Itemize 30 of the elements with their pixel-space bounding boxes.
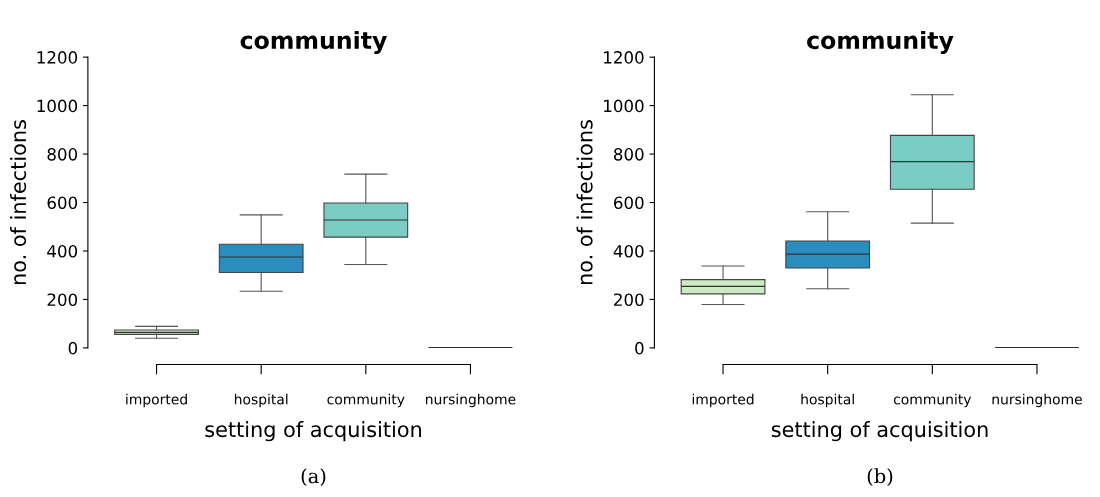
y-tick-label: 200 (47, 293, 78, 307)
y-tick-label: 1200 (604, 51, 644, 64)
x-tick-label: imported (126, 393, 187, 408)
x-tick-label: nursinghome (426, 393, 516, 408)
x-axis-title: setting of acquisition (205, 421, 421, 442)
y-axis-title: no. of infections (10, 120, 27, 285)
y-tick-label: 800 (613, 148, 644, 161)
chart-title: community (240, 30, 387, 54)
x-tick-label: community (327, 393, 405, 408)
x-tick-label: community (893, 393, 972, 408)
x-tick-label: imported (692, 393, 754, 408)
y-tick-label: 1000 (604, 99, 644, 113)
x-tick-label: hospital (801, 393, 854, 408)
text: (a) (301, 468, 326, 487)
y-tick-label: 1000 (37, 99, 78, 113)
text: (b) (867, 468, 893, 487)
y-tick-label: 1200 (37, 51, 78, 64)
y-tick-label: 400 (613, 244, 644, 258)
x-tick-label: nursinghome (992, 393, 1082, 408)
y-tick-label: 400 (47, 244, 78, 258)
y-axis-title: no. of infections (576, 120, 593, 285)
y-tick-label: 600 (614, 196, 644, 210)
y-tick-label: 200 (614, 293, 644, 307)
x-tick-label: hospital (234, 393, 288, 408)
y-tick-label: 800 (47, 148, 78, 161)
y-tick-label: 600 (47, 196, 78, 210)
x-axis-title: setting of acquisition (771, 421, 988, 442)
y-tick-label: 0 (68, 341, 78, 355)
y-tick-label: 0 (635, 341, 644, 355)
chart-title: community (807, 30, 954, 54)
